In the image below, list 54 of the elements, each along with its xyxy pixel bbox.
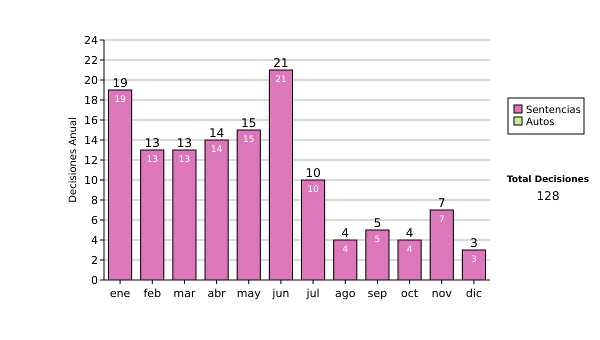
total-label: 13 bbox=[144, 136, 160, 150]
y-tick-label: 4 bbox=[91, 234, 98, 247]
total-label: 14 bbox=[208, 126, 224, 140]
y-tick-label: 14 bbox=[84, 134, 98, 147]
x-tick-label: may bbox=[236, 287, 262, 300]
y-tick-label: 16 bbox=[84, 114, 98, 127]
total-label: 7 bbox=[438, 196, 446, 210]
y-tick-label: 10 bbox=[84, 174, 98, 187]
total-label: 4 bbox=[341, 226, 350, 240]
total-label: 21 bbox=[273, 56, 289, 70]
data-label: 19 bbox=[114, 95, 126, 105]
total-label: 4 bbox=[406, 226, 414, 240]
data-label: 4 bbox=[342, 245, 348, 255]
x-tick-label: dic bbox=[466, 287, 482, 300]
legend-label: Sentencias bbox=[526, 105, 581, 116]
y-tick-label: 12 bbox=[84, 154, 98, 167]
data-label: 13 bbox=[178, 155, 190, 165]
x-tick-label: sep bbox=[368, 287, 388, 300]
x-tick-label: nov bbox=[432, 287, 452, 300]
x-tick-label: ene bbox=[110, 287, 131, 300]
x-tick-label: mar bbox=[173, 287, 196, 300]
y-tick-label: 2 bbox=[91, 254, 98, 267]
data-label: 21 bbox=[275, 75, 287, 85]
total-label: 10 bbox=[305, 166, 321, 180]
y-tick-label: 20 bbox=[84, 74, 98, 87]
data-label: 4 bbox=[406, 245, 413, 255]
x-tick-label: feb bbox=[143, 287, 162, 300]
data-label: 15 bbox=[243, 135, 254, 145]
total-label: 19 bbox=[112, 76, 128, 90]
total-label: 5 bbox=[374, 216, 382, 230]
total-label: 3 bbox=[470, 236, 478, 250]
x-tick-label: ago bbox=[335, 287, 356, 300]
x-tick-label: jun bbox=[271, 287, 290, 300]
data-label: 7 bbox=[438, 215, 445, 225]
total-label: 15 bbox=[241, 116, 256, 130]
data-label: 10 bbox=[307, 185, 320, 195]
data-label: 3 bbox=[471, 255, 477, 265]
data-label: 13 bbox=[146, 155, 158, 165]
x-tick-label: jul bbox=[306, 287, 320, 300]
total-label: 13 bbox=[176, 136, 192, 150]
y-tick-label: 6 bbox=[91, 214, 98, 227]
data-label: 14 bbox=[210, 145, 223, 155]
data-label: 5 bbox=[374, 235, 380, 245]
legend-label: Autos bbox=[526, 117, 554, 128]
text: 128 bbox=[536, 189, 560, 203]
text: Total Decisiones bbox=[506, 175, 590, 185]
x-tick-label: oct bbox=[401, 287, 419, 300]
y-tick-label: 8 bbox=[91, 194, 98, 207]
y-axis-title: Decisiones Anual bbox=[68, 117, 79, 203]
y-tick-label: 0 bbox=[91, 274, 98, 287]
y-tick-label: 22 bbox=[84, 54, 98, 67]
y-tick-label: 18 bbox=[84, 94, 98, 107]
y-tick-label: 24 bbox=[84, 34, 98, 47]
x-tick-label: abr bbox=[207, 287, 226, 300]
